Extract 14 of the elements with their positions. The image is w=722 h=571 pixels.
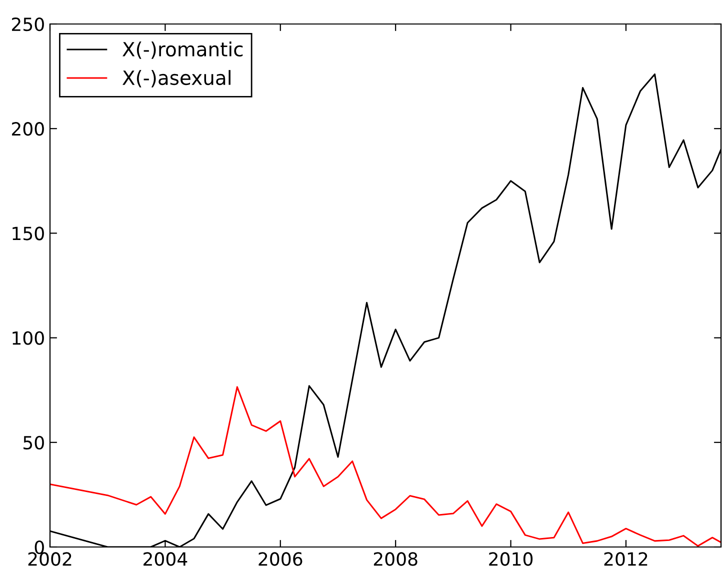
x-tick-label: 2012 [604,552,648,566]
y-tick-label: 150 [12,226,44,240]
legend-label: X(-)romantic [122,42,243,59]
legend-label: X(-)asexual [122,70,230,88]
x-tick-label: 2002 [28,552,72,566]
x-tick-label: 2006 [258,552,302,566]
y-tick-label: 100 [12,331,44,345]
x-tick-label: 2008 [374,552,418,566]
x-tick-label: 2004 [144,552,188,566]
y-tick-label: 200 [12,122,44,136]
y-tick-label: 50 [24,436,44,450]
y-tick-label: 250 [12,17,44,32]
x-tick-label: 2010 [489,552,533,566]
y-tick-label: 0 [34,540,44,554]
